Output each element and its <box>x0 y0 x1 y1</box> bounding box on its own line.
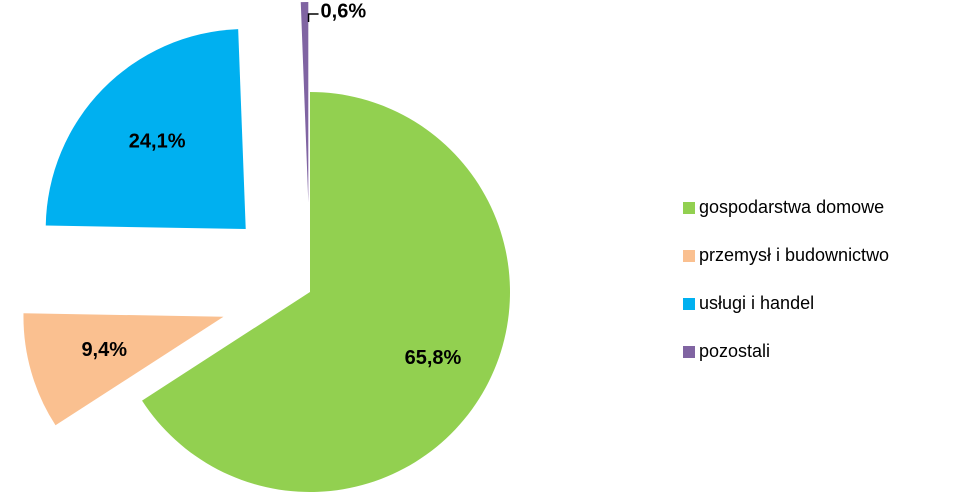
leader-line <box>307 13 319 23</box>
pie-slice <box>45 29 246 230</box>
pie-slice <box>300 2 309 203</box>
data-label: 9,4% <box>81 339 127 361</box>
legend-swatch <box>683 202 695 214</box>
data-label: 0,6% <box>321 0 367 22</box>
pie-slice <box>142 92 511 492</box>
legend-label: gospodarstwa domowe <box>699 197 884 217</box>
legend-swatch <box>683 346 695 358</box>
data-label: 24,1% <box>129 131 186 153</box>
legend-label: pozostali <box>699 341 770 361</box>
data-label: 65,8% <box>405 347 462 369</box>
legend-swatch <box>683 250 695 262</box>
legend-swatch <box>683 298 695 310</box>
legend-label: usługi i handel <box>699 293 814 313</box>
pie-slice <box>23 313 224 426</box>
legend-label: przemysł i budownictwo <box>699 245 889 265</box>
